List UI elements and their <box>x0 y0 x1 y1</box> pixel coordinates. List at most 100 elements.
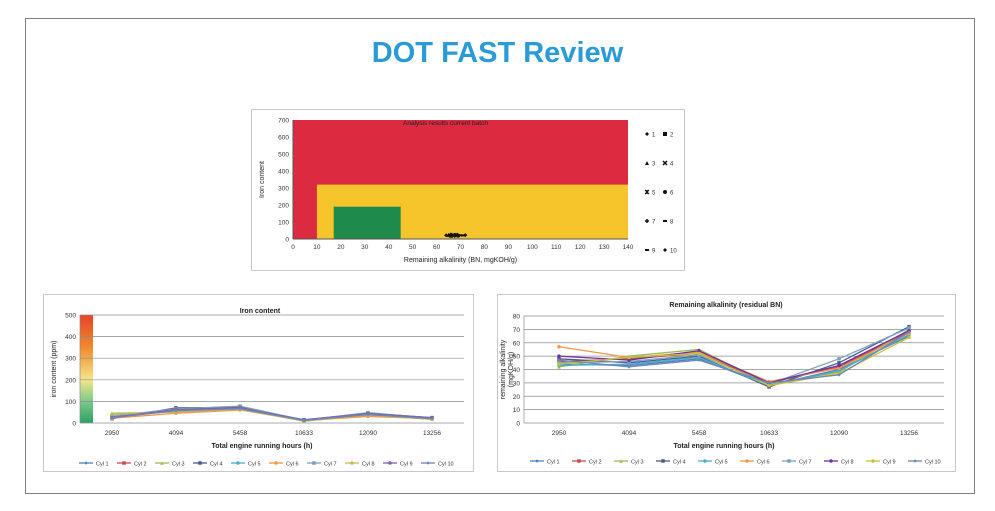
y-tick-label: 100 <box>278 220 289 227</box>
chart-title: Iron content <box>240 308 281 315</box>
legend-marker-cyl-7 <box>312 461 316 465</box>
y-tick-label: 20 <box>513 394 521 401</box>
y-tick-label: 80 <box>513 314 521 321</box>
legend-marker-6 <box>663 190 667 194</box>
y-tick-label: 0 <box>285 237 289 244</box>
legend-marker-cyl-6 <box>745 459 749 463</box>
data-point-cyl-10 <box>767 381 771 385</box>
y-tick-label: 700 <box>278 118 289 125</box>
legend-label-cyl-1: Cyl 1 <box>96 461 109 467</box>
legend-marker-2 <box>663 132 667 136</box>
x-tick-label: 2950 <box>552 430 567 437</box>
legend-label-cyl-7: Cyl 7 <box>799 459 812 465</box>
data-point-cyl-6 <box>557 345 561 349</box>
data-point-cyl-8 <box>697 349 701 353</box>
scatter-chart-panel: 0 10 20 30 40 50 60 70 80 90 100 110 120 130 140 0 100 20… <box>251 109 685 271</box>
legend-marker-cyl-2 <box>577 459 581 463</box>
data-point-cyl-10 <box>907 330 911 334</box>
data-point-cyl-6 <box>837 366 841 370</box>
series-line-cyl-8 <box>558 330 910 384</box>
legend-label-cyl-4: Cyl 4 <box>210 461 223 467</box>
legend-marker-cyl-10 <box>913 459 917 463</box>
y-tick-label: 30 <box>513 380 521 387</box>
slide-frame <box>25 18 975 494</box>
x-tick-label: 0 <box>291 244 295 251</box>
legend-label-2: 2 <box>670 133 674 139</box>
data-point-cyl-8 <box>837 363 841 368</box>
y-tick-label: 500 <box>278 152 289 159</box>
x-tick-label: 130 <box>599 244 610 251</box>
legend-marker-cyl-3 <box>619 459 623 463</box>
x-tick-label: 12090 <box>830 430 848 437</box>
x-tick-label: 140 <box>623 244 634 251</box>
data-point-cyl-8 <box>110 412 114 417</box>
x-tick-label: 110 <box>551 244 562 251</box>
x-axis-label: Total engine running hours (h) <box>212 443 313 450</box>
x-tick-label: 13256 <box>423 430 441 437</box>
data-point-cyl-10 <box>837 373 841 377</box>
data-point-cyl-9 <box>557 362 561 366</box>
data-point-cyl-10 <box>302 418 306 423</box>
x-tick-label: 60 <box>433 244 441 251</box>
legend-label-cyl-2: Cyl 2 <box>589 459 602 465</box>
data-point-series-8 <box>458 234 463 237</box>
scatter-chart: 0 10 20 30 40 50 60 70 80 90 100 110 120 130 140010020… <box>259 118 677 265</box>
y-tick-label: 400 <box>278 169 289 176</box>
zone-green <box>333 206 401 239</box>
data-point-cyl-4 <box>837 361 841 365</box>
legend-marker-cyl-2 <box>122 461 126 465</box>
y-tick-label: 600 <box>278 135 289 142</box>
legend-marker-8 <box>663 220 667 222</box>
legend-marker-9 <box>645 249 649 251</box>
y-tick-label: 500 <box>65 313 76 320</box>
data-point-cyl-5 <box>697 355 701 360</box>
data-point-cyl-9 <box>697 351 701 356</box>
data-point-series-10 <box>463 233 468 238</box>
legend-marker-cyl-9 <box>388 461 392 465</box>
legend-label-cyl-7: Cyl 7 <box>324 461 337 467</box>
legend-label-cyl-6: Cyl 6 <box>757 459 770 465</box>
series-line-cyl-9 <box>111 407 433 421</box>
data-point-cyl-10 <box>430 416 434 421</box>
x-tick-label: 10633 <box>760 430 778 437</box>
legend-marker-cyl-5 <box>703 459 707 463</box>
legend-marker-10 <box>663 248 667 252</box>
legend-label-cyl-10: Cyl 10 <box>925 459 941 465</box>
legend-label-cyl-9: Cyl 9 <box>400 461 413 467</box>
y-tick-label: 300 <box>278 186 289 193</box>
legend-label-7: 7 <box>652 220 656 226</box>
y-tick-label: 0 <box>516 421 520 428</box>
page-title: DOT FAST Review <box>371 37 624 69</box>
legend-label-cyl-9: Cyl 9 <box>883 459 896 465</box>
bn-chart-panel: 0 10 20 30 40 50 60 70 80 2950 4094 5458 10633 12090 1… <box>497 294 956 472</box>
x-tick-label: 20 <box>337 244 345 251</box>
legend-marker-cyl-9 <box>871 459 875 463</box>
series-line-cyl-10 <box>558 331 910 384</box>
data-point-cyl-8 <box>627 358 631 362</box>
legend-label-cyl-8: Cyl 8 <box>362 461 375 467</box>
x-tick-label: 4094 <box>622 430 637 437</box>
x-tick-label: 30 <box>361 244 369 251</box>
x-tick-label: 40 <box>385 244 393 251</box>
legend-marker-cyl-8 <box>829 459 833 463</box>
y-tick-label: 50 <box>513 354 521 361</box>
legend-label-4: 4 <box>670 162 674 168</box>
iron-chart-panel: 0 100 200 300 400 500 2950 4094 5458 10633 12090 13… <box>43 294 474 472</box>
legend-marker-cyl-1 <box>535 459 539 463</box>
x-tick-label: 5458 <box>233 430 248 437</box>
y-tick-label: 400 <box>65 334 76 341</box>
legend-marker-cyl-8 <box>350 461 354 465</box>
legend-label-1: 1 <box>652 133 656 139</box>
legend-label-cyl-3: Cyl 3 <box>172 461 185 467</box>
y-axis-label: remaining alkalinity(mgKOH/g) <box>500 339 515 399</box>
legend-marker-1 <box>645 132 649 136</box>
legend-marker-3 <box>645 161 649 165</box>
legend-marker-cyl-1 <box>84 461 88 465</box>
iron-scale-bar <box>80 315 93 423</box>
y-tick-label: 70 <box>513 327 521 334</box>
x-tick-label: 100 <box>527 244 538 251</box>
data-point-series-9 <box>460 234 465 237</box>
data-point-cyl-8 <box>557 354 561 358</box>
x-tick-label: 70 <box>457 244 465 251</box>
y-tick-label: 60 <box>513 340 521 347</box>
